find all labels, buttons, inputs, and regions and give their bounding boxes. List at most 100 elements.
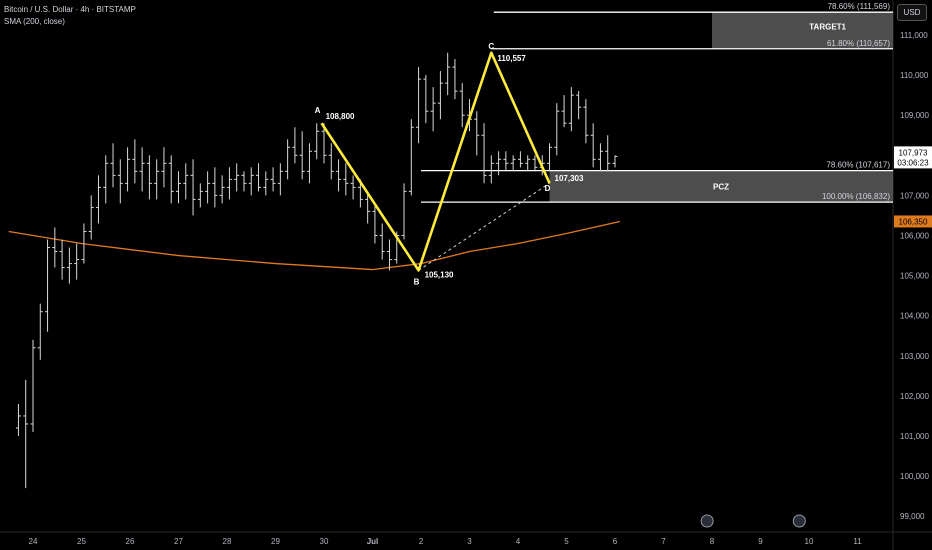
x-tick-label: 10: [805, 537, 814, 546]
price-bar: [197, 183, 203, 208]
price-bar: [285, 139, 291, 180]
price-bar: [547, 143, 553, 172]
last-price-tag: [894, 146, 932, 169]
price-bar: [350, 175, 356, 200]
x-tick-label: 7: [661, 537, 666, 546]
price-bar: [15, 403, 21, 436]
y-tick-label: 106,000: [900, 232, 929, 241]
price-bar: [525, 155, 531, 172]
price-bar: [139, 147, 145, 192]
price-bar: [103, 155, 109, 204]
price-bar: [81, 223, 87, 264]
pattern-value-c: 110,557: [497, 54, 526, 63]
price-bar: [66, 247, 72, 284]
price-bar: [408, 119, 414, 196]
price-bar: [503, 151, 509, 172]
price-bar: [37, 303, 43, 360]
indicator-legend[interactable]: SMA (200, close): [4, 17, 65, 26]
x-tick-label: 8: [710, 537, 715, 546]
price-bar: [423, 75, 429, 124]
x-tick-label: 24: [29, 537, 38, 546]
x-tick-label: 28: [223, 537, 232, 546]
price-bar: [488, 155, 494, 184]
price-bar: [256, 163, 262, 192]
x-tick-label: 25: [77, 537, 86, 546]
price-bar: [554, 103, 560, 156]
y-tick-label: 100,000: [900, 472, 929, 481]
earnings-icon[interactable]: [792, 514, 806, 528]
price-bar: [496, 151, 502, 176]
price-bar: [74, 243, 80, 280]
price-bar: [59, 239, 65, 280]
x-tick-label: 2: [419, 537, 424, 546]
price-bar: [517, 151, 523, 168]
price-bar: [219, 175, 225, 204]
x-tick-label: 29: [271, 537, 280, 546]
dividends-icon[interactable]: [700, 514, 714, 528]
price-bar: [372, 203, 378, 244]
price-bar: [234, 163, 240, 192]
x-tick-label: 11: [853, 537, 862, 546]
price-bar: [597, 143, 603, 172]
price-bar: [561, 95, 567, 128]
price-bar: [583, 99, 589, 144]
x-tick-label: 3: [467, 537, 472, 546]
fib-label: 100.00% (106,832): [822, 192, 890, 201]
pattern-value-b: 105,130: [425, 270, 454, 279]
price-bar: [248, 167, 254, 196]
pattern-point-d: D: [545, 184, 551, 193]
price-bar: [263, 171, 269, 196]
price-bar: [365, 191, 371, 224]
price-bar: [437, 71, 443, 120]
price-bar: [110, 143, 116, 188]
price-bar: [481, 123, 487, 184]
price-bar: [430, 87, 436, 132]
price-bar: [416, 67, 422, 144]
price-bar: [299, 131, 305, 180]
x-tick-label: 4: [516, 537, 521, 546]
x-tick-label: 26: [126, 537, 135, 546]
price-bar: [277, 163, 283, 196]
price-bar: [241, 171, 247, 192]
price-bar: [125, 147, 131, 192]
last-price-countdown: 03:06:23: [897, 158, 929, 167]
sma-price-value: 106,350: [899, 217, 928, 226]
price-bar: [205, 171, 211, 204]
price-bar: [379, 223, 385, 260]
price-bar: [168, 155, 174, 204]
pattern-value-d: 107,303: [555, 174, 584, 183]
y-tick-label: 103,000: [900, 352, 929, 361]
price-bar: [183, 163, 189, 200]
price-bar: [452, 59, 458, 100]
price-bar: [23, 379, 29, 489]
price-bar: [132, 139, 138, 184]
currency-button[interactable]: USD: [897, 4, 927, 21]
price-bar: [117, 159, 123, 204]
y-tick-label: 107,000: [900, 191, 929, 200]
y-tick-label: 109,000: [900, 111, 929, 120]
y-tick-label: 105,000: [900, 272, 929, 281]
y-tick-label: 99,000: [900, 512, 925, 521]
fib-label: 78.60% (107,617): [826, 161, 890, 170]
price-bar: [343, 163, 349, 196]
price-bar: [568, 87, 574, 132]
sma-line: [8, 220, 620, 271]
price-bar: [510, 155, 516, 172]
x-tick-label: 6: [613, 537, 618, 546]
pattern-point-a: A: [315, 106, 321, 115]
price-bar: [445, 52, 451, 96]
price-bar: [292, 127, 298, 164]
x-tick-label: 9: [758, 537, 763, 546]
symbol-title[interactable]: Bitcoin / U.S. Dollar · 4h · BITSTAMP: [4, 5, 136, 14]
price-bar: [590, 123, 596, 168]
harmonic-pattern: [320, 51, 551, 272]
zone-label-pcz: PCZ: [713, 183, 729, 192]
y-tick-label: 111,000: [900, 31, 928, 40]
price-bar: [336, 159, 342, 192]
price-bar: [161, 147, 167, 188]
price-bar: [45, 239, 51, 332]
last-price-value: 107,973: [899, 148, 928, 157]
price-bar: [532, 155, 538, 172]
price-bar: [401, 183, 407, 240]
